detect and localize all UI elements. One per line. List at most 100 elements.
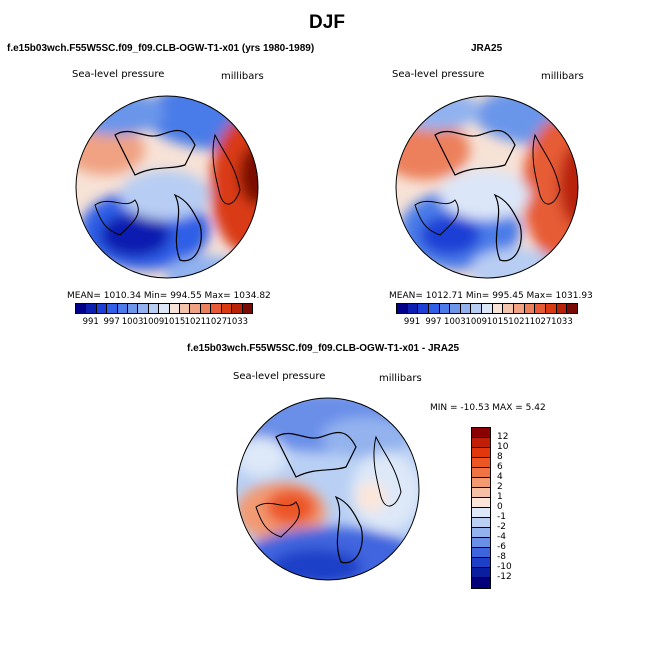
diff-colorbar-swatch bbox=[472, 568, 490, 578]
diff-colorbar-tick-label: 12 bbox=[497, 432, 509, 442]
model-colorbar-tick-label: 1009 bbox=[142, 317, 165, 327]
diff-colorbar-tick-label: 2 bbox=[497, 482, 503, 492]
diff-colorbar-swatch bbox=[472, 548, 490, 558]
model-colorbar-tick-label: 1021 bbox=[184, 317, 207, 327]
obs-colorbar-swatch bbox=[524, 304, 536, 313]
diff-colorbar-tick-label: 4 bbox=[497, 472, 503, 482]
obs-colorbar-swatch bbox=[397, 304, 408, 313]
obs-colorbar-swatch bbox=[514, 304, 525, 313]
obs-colorbar-tick-label: 1003 bbox=[444, 317, 466, 327]
model-colorbar-swatch bbox=[200, 304, 212, 313]
model-colorbar-swatch bbox=[107, 304, 118, 313]
diff-colorbar-swatch bbox=[472, 578, 490, 588]
obs-colorbar-swatch bbox=[567, 304, 577, 313]
model-colorbar-swatch bbox=[96, 304, 108, 313]
diff-colorbar-tick-label: 6 bbox=[497, 462, 503, 472]
obs-colorbar-tick-label: 1033 bbox=[551, 317, 573, 327]
diff-colorbar-tick-label: -4 bbox=[497, 532, 506, 542]
diff-colorbar-swatch bbox=[472, 478, 490, 488]
obs-colorbar-swatch bbox=[471, 304, 483, 313]
model-field-label: Sea-level pressure bbox=[72, 69, 165, 80]
model-colorbar-swatch bbox=[169, 304, 181, 313]
diff-stats: MIN = -10.53 MAX = 5.42 bbox=[430, 403, 546, 413]
diff-colorbar-tick-label: -6 bbox=[497, 542, 506, 552]
obs-colorbar-tick-label: 1021 bbox=[508, 317, 530, 327]
model-colorbar-tick-label: 1015 bbox=[163, 317, 186, 327]
diff-colorbar-tick-label: 8 bbox=[497, 452, 503, 462]
obs-colorbar-tick-label: 1027 bbox=[529, 317, 552, 327]
obs-colorbar-swatch bbox=[503, 304, 515, 313]
diff-colorbar-swatch bbox=[472, 438, 490, 448]
diff-colorbar-ticks: 12 10 8 6 4 2 1 0 -1 -2 -4 -6 -8 -10 -12 bbox=[497, 427, 527, 582]
model-colorbar-swatch bbox=[159, 304, 170, 313]
diff-field-label: Sea-level pressure bbox=[233, 371, 326, 382]
obs-colorbar-swatch bbox=[482, 304, 493, 313]
obs-colorbar-swatch bbox=[428, 304, 440, 313]
diff-colorbar-swatch bbox=[472, 528, 490, 538]
model-colorbar-swatch bbox=[232, 304, 243, 313]
diff-colorbar-swatch bbox=[472, 518, 490, 528]
model-colorbar-ticks: 991 997 1003 1009 1015 1021 1027 1033 bbox=[75, 317, 253, 329]
diff-colorbar-tick-label: -12 bbox=[497, 572, 512, 582]
obs-panel-title: JRA25 bbox=[471, 43, 503, 54]
diff-colorbar bbox=[471, 427, 491, 589]
obs-stats: MEAN= 1012.71 Min= 995.45 Max= 1031.93 bbox=[389, 291, 593, 301]
diff-colorbar-tick-label: -10 bbox=[497, 562, 512, 572]
diff-polar-map bbox=[236, 397, 420, 581]
model-colorbar-swatch bbox=[138, 304, 149, 313]
obs-colorbar-tick-label: 1015 bbox=[486, 317, 509, 327]
diff-colorbar-swatch bbox=[472, 468, 490, 478]
model-colorbar-tick-label: 997 bbox=[103, 317, 120, 327]
model-colorbar-swatch bbox=[190, 304, 201, 313]
model-colorbar-tick-label: 1027 bbox=[205, 317, 228, 327]
model-units-label: millibars bbox=[221, 71, 264, 82]
obs-colorbar-swatch bbox=[460, 304, 472, 313]
diff-colorbar-swatch bbox=[472, 488, 490, 498]
obs-colorbar-swatch bbox=[545, 304, 557, 313]
diff-colorbar-tick-label: 0 bbox=[497, 502, 503, 512]
obs-colorbar-tick-label: 991 bbox=[403, 317, 421, 327]
diff-colorbar-swatch bbox=[472, 558, 490, 568]
model-stats: MEAN= 1010.34 Min= 994.55 Max= 1034.82 bbox=[67, 291, 271, 301]
obs-colorbar-swatch bbox=[439, 304, 451, 313]
diff-colorbar-tick-label: 10 bbox=[497, 442, 509, 452]
model-colorbar-swatch bbox=[211, 304, 222, 313]
figure-title: DJF bbox=[309, 12, 345, 33]
model-polar-map bbox=[75, 95, 259, 279]
obs-colorbar-swatch bbox=[418, 304, 429, 313]
obs-colorbar-swatch bbox=[492, 304, 504, 313]
model-colorbar bbox=[75, 303, 253, 314]
obs-colorbar-tick-label: 997 bbox=[425, 317, 442, 327]
diff-colorbar-swatch bbox=[472, 458, 490, 468]
model-colorbar-swatch bbox=[86, 304, 97, 313]
model-colorbar-swatch bbox=[180, 304, 191, 313]
model-colorbar-swatch bbox=[117, 304, 129, 313]
obs-colorbar-swatch bbox=[535, 304, 546, 313]
diff-units-label: millibars bbox=[379, 373, 422, 384]
diff-colorbar-tick-label: -8 bbox=[497, 552, 506, 562]
obs-field-label: Sea-level pressure bbox=[392, 69, 485, 80]
obs-colorbar bbox=[396, 303, 578, 314]
diff-colorbar-swatch bbox=[472, 428, 490, 438]
obs-colorbar-ticks: 991 997 1003 1009 1015 1021 1027 1033 bbox=[396, 317, 578, 329]
model-colorbar-tick-label: 991 bbox=[82, 317, 99, 327]
obs-colorbar-tick-label: 1009 bbox=[465, 317, 488, 327]
model-panel-title: f.e15b03wch.F55W5SC.f09_f09.CLB-OGW-T1-x… bbox=[7, 43, 315, 54]
diff-colorbar-swatch bbox=[472, 448, 490, 458]
diff-colorbar-tick-label: 1 bbox=[497, 492, 503, 502]
diff-colorbar-tick-label: -2 bbox=[497, 522, 506, 532]
model-colorbar-tick-label: 1033 bbox=[226, 317, 249, 327]
obs-colorbar-swatch bbox=[407, 304, 419, 313]
model-colorbar-swatch bbox=[128, 304, 139, 313]
model-colorbar-swatch bbox=[242, 304, 252, 313]
diff-panel-title: f.e15b03wch.F55W5SC.f09_f09.CLB-OGW-T1-x… bbox=[187, 343, 460, 354]
model-colorbar-swatch bbox=[148, 304, 160, 313]
obs-colorbar-swatch bbox=[450, 304, 461, 313]
model-colorbar-swatch bbox=[221, 304, 233, 313]
obs-colorbar-swatch bbox=[556, 304, 568, 313]
diff-colorbar-swatch bbox=[472, 498, 490, 508]
obs-polar-map bbox=[395, 95, 579, 279]
diff-colorbar-tick-label: -1 bbox=[497, 512, 506, 522]
diff-colorbar-swatch bbox=[472, 538, 490, 548]
diff-colorbar-swatch bbox=[472, 508, 490, 518]
